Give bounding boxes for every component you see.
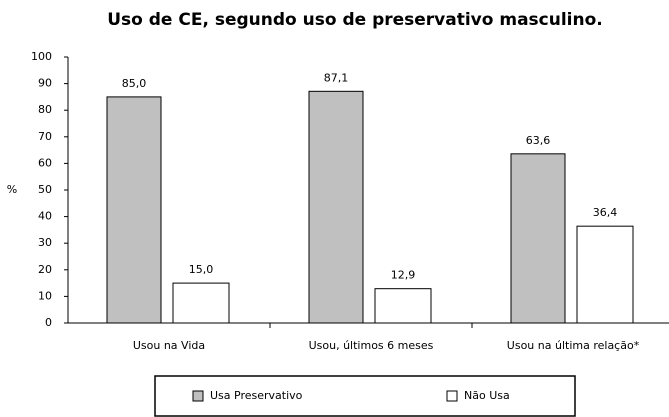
x-tick-label: Usou, últimos 6 meses (309, 339, 434, 352)
y-tick-label: 0 (45, 316, 52, 329)
y-tick-label: 50 (38, 183, 52, 196)
value-label: 85,0 (122, 77, 147, 90)
value-label: 87,1 (324, 71, 349, 84)
x-tick-label: Usou na Vida (133, 339, 205, 352)
y-tick-label: 100 (31, 50, 52, 63)
legend-box (154, 375, 576, 417)
chart-title: Uso de CE, segundo uso de preservativo m… (107, 10, 603, 30)
x-tick-label: Usou na última relação* (507, 339, 640, 352)
y-tick-label: 80 (38, 103, 52, 116)
legend-swatch (446, 390, 458, 402)
y-tick-label: 90 (38, 77, 52, 90)
y-tick-label: 40 (38, 210, 52, 223)
bar (576, 225, 634, 324)
bar (374, 288, 432, 324)
value-label: 63,6 (526, 134, 551, 147)
bar (106, 96, 162, 324)
y-tick-label: 30 (38, 236, 52, 249)
legend-swatch (192, 390, 204, 402)
bar (308, 90, 364, 324)
bar (510, 153, 566, 324)
legend-label: Não Usa (464, 389, 510, 402)
y-tick-label: 70 (38, 130, 52, 143)
y-tick-label: 60 (38, 156, 52, 169)
legend-label: Usa Preservativo (210, 389, 303, 402)
y-tick-label: 20 (38, 263, 52, 276)
y-tick-label: 10 (38, 289, 52, 302)
value-label: 12,9 (391, 269, 416, 282)
y-axis-label: % (7, 183, 17, 196)
value-label: 15,0 (189, 263, 214, 276)
bar (172, 282, 230, 324)
value-label: 36,4 (593, 206, 618, 219)
